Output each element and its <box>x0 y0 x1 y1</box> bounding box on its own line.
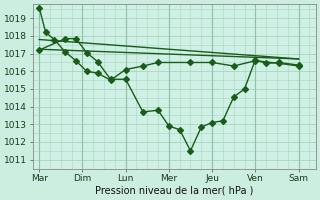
X-axis label: Pression niveau de la mer( hPa ): Pression niveau de la mer( hPa ) <box>95 186 253 196</box>
